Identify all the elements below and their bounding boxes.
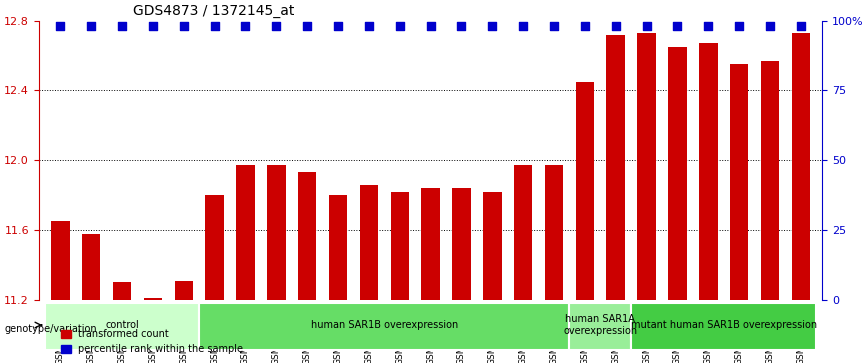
Point bbox=[516, 23, 530, 29]
Bar bbox=[206, 195, 224, 300]
Bar bbox=[113, 282, 131, 300]
Bar bbox=[391, 192, 409, 300]
Bar bbox=[51, 221, 69, 300]
Bar bbox=[421, 188, 440, 300]
Bar bbox=[359, 185, 378, 300]
Bar bbox=[483, 192, 502, 300]
Point bbox=[207, 23, 221, 29]
Point bbox=[115, 23, 129, 29]
Text: GDS4873 / 1372145_at: GDS4873 / 1372145_at bbox=[133, 4, 294, 18]
Point bbox=[269, 23, 283, 29]
Point bbox=[455, 23, 469, 29]
Point bbox=[146, 23, 160, 29]
Bar bbox=[329, 195, 347, 300]
Bar bbox=[607, 34, 625, 300]
Point bbox=[733, 23, 746, 29]
Point bbox=[177, 23, 191, 29]
FancyBboxPatch shape bbox=[569, 303, 631, 350]
FancyBboxPatch shape bbox=[200, 303, 569, 350]
Bar bbox=[174, 281, 193, 300]
Point bbox=[547, 23, 561, 29]
Point bbox=[763, 23, 777, 29]
Text: human SAR1A
overexpression: human SAR1A overexpression bbox=[563, 314, 637, 336]
Bar bbox=[82, 233, 101, 300]
Legend: transformed count, percentile rank within the sample: transformed count, percentile rank withi… bbox=[57, 326, 247, 358]
FancyBboxPatch shape bbox=[45, 303, 200, 350]
Bar bbox=[298, 172, 317, 300]
Bar bbox=[452, 188, 470, 300]
Point bbox=[608, 23, 622, 29]
Point bbox=[485, 23, 499, 29]
Point bbox=[239, 23, 253, 29]
Point bbox=[794, 23, 808, 29]
Bar bbox=[792, 33, 810, 300]
Point bbox=[670, 23, 684, 29]
Point bbox=[331, 23, 345, 29]
Bar bbox=[668, 47, 687, 300]
Bar bbox=[699, 43, 718, 300]
Bar bbox=[760, 61, 779, 300]
Bar bbox=[730, 64, 748, 300]
Text: human SAR1B overexpression: human SAR1B overexpression bbox=[311, 320, 458, 330]
Bar bbox=[545, 166, 563, 300]
Bar bbox=[637, 33, 656, 300]
Point bbox=[640, 23, 654, 29]
Point bbox=[424, 23, 437, 29]
Text: genotype/variation: genotype/variation bbox=[4, 323, 97, 334]
FancyBboxPatch shape bbox=[631, 303, 816, 350]
Point bbox=[578, 23, 592, 29]
Point bbox=[393, 23, 407, 29]
Bar bbox=[514, 166, 532, 300]
Point bbox=[362, 23, 376, 29]
Bar bbox=[236, 166, 254, 300]
Text: control: control bbox=[105, 320, 139, 330]
Bar bbox=[267, 166, 286, 300]
Point bbox=[54, 23, 68, 29]
Point bbox=[84, 23, 98, 29]
Point bbox=[300, 23, 314, 29]
Bar bbox=[144, 298, 162, 300]
Bar bbox=[575, 82, 595, 300]
Text: mutant human SAR1B overexpression: mutant human SAR1B overexpression bbox=[631, 320, 817, 330]
Point bbox=[701, 23, 715, 29]
